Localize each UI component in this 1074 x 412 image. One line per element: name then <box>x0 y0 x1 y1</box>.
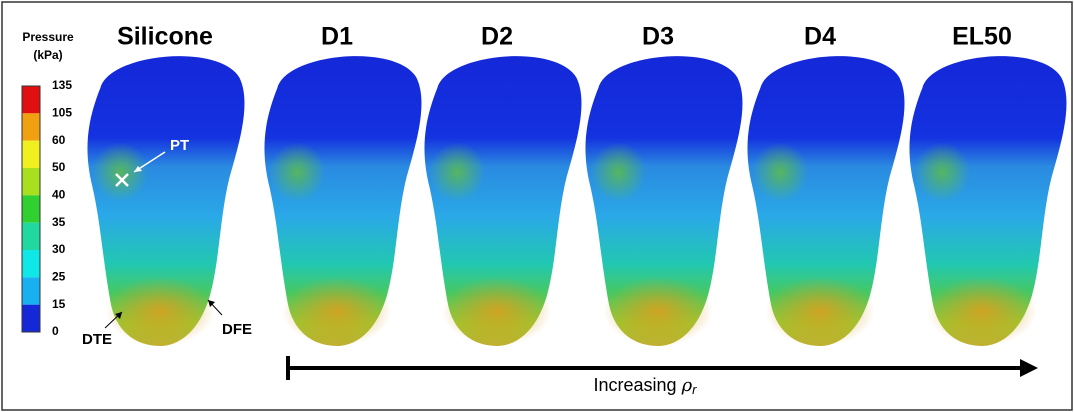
colorbar-segment <box>22 195 40 222</box>
colorbar-segment <box>22 86 40 113</box>
colorbar-segment <box>22 168 40 195</box>
colorbar-unit: (kPa) <box>33 48 62 62</box>
colorbar-segment <box>22 305 40 332</box>
colorbar-segment <box>22 141 40 168</box>
dfe-label: DFE <box>222 321 252 338</box>
colorbar-label: 35 <box>52 215 66 229</box>
arrow-label: Increasing ρr <box>593 375 697 398</box>
colorbar-segment <box>22 250 40 277</box>
arrow-label-text: Increasing <box>593 375 676 395</box>
dte-label: DTE <box>82 331 112 348</box>
foot-map <box>424 56 581 346</box>
pt-label: PT <box>170 137 189 154</box>
panel-title: EL50 <box>952 23 1012 51</box>
colorbar-segment <box>22 223 40 250</box>
panel-title: D1 <box>321 23 353 51</box>
panel-title: D3 <box>642 23 674 51</box>
panel-title: D2 <box>481 23 513 51</box>
arrow-head <box>1020 359 1038 377</box>
arrow-label-subscript: r <box>692 382 697 397</box>
colorbar-label: 40 <box>52 188 66 202</box>
colorbar-label: 135 <box>52 78 72 92</box>
colorbar-label: 25 <box>52 270 66 284</box>
colorbar-title: Pressure <box>22 30 74 44</box>
foot-map <box>87 56 244 346</box>
colorbar-label: 105 <box>52 106 72 120</box>
page: Pressure (kPa) 135105605040353025150 PT … <box>0 0 1074 412</box>
colorbar-segment <box>22 113 40 140</box>
colorbar-label: 50 <box>52 160 66 174</box>
foot-map <box>909 56 1066 346</box>
foot-map <box>585 56 742 346</box>
arrow-label-symbol: ρ <box>681 375 693 396</box>
panel-title: D4 <box>804 23 836 51</box>
colorbar-label: 30 <box>52 242 66 256</box>
colorbar-segment <box>22 277 40 304</box>
panel-title: Silicone <box>117 23 213 51</box>
foot-map <box>747 56 904 346</box>
foot-map <box>264 56 421 346</box>
colorbar-label: 15 <box>52 297 66 311</box>
figure: Pressure (kPa) 135105605040353025150 PT … <box>0 0 1074 412</box>
colorbar-label: 60 <box>52 133 66 147</box>
colorbar-label: 0 <box>52 324 59 338</box>
